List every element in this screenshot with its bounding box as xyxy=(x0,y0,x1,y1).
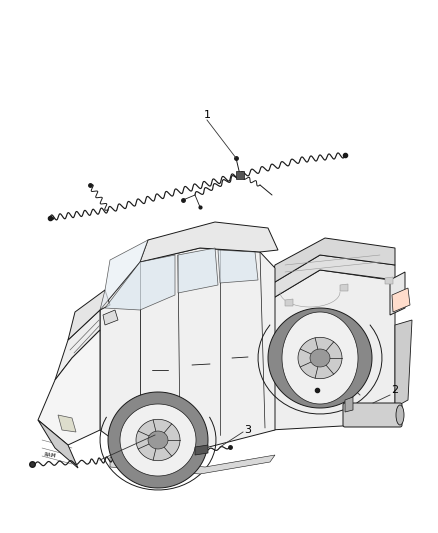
Polygon shape xyxy=(310,349,330,367)
Polygon shape xyxy=(178,248,218,293)
Polygon shape xyxy=(195,445,208,455)
Polygon shape xyxy=(268,308,372,408)
Polygon shape xyxy=(218,250,258,283)
Polygon shape xyxy=(236,171,244,179)
Polygon shape xyxy=(282,312,358,404)
Text: 1: 1 xyxy=(204,110,211,120)
Text: 2: 2 xyxy=(392,385,399,395)
Polygon shape xyxy=(38,420,78,468)
Polygon shape xyxy=(110,455,275,474)
Polygon shape xyxy=(55,310,100,380)
Polygon shape xyxy=(390,320,412,410)
Ellipse shape xyxy=(396,405,404,425)
Polygon shape xyxy=(136,419,180,461)
Text: 3: 3 xyxy=(244,425,251,435)
Polygon shape xyxy=(68,290,110,340)
Polygon shape xyxy=(392,288,410,312)
Polygon shape xyxy=(340,284,348,291)
Polygon shape xyxy=(140,222,278,262)
Polygon shape xyxy=(285,299,293,306)
Polygon shape xyxy=(58,415,76,432)
Polygon shape xyxy=(390,272,405,315)
Polygon shape xyxy=(103,310,118,325)
Polygon shape xyxy=(105,255,175,310)
Polygon shape xyxy=(298,337,342,378)
Polygon shape xyxy=(270,255,395,300)
Polygon shape xyxy=(100,240,148,310)
Polygon shape xyxy=(270,270,395,430)
Polygon shape xyxy=(38,330,100,445)
Text: RAM: RAM xyxy=(43,451,57,458)
Polygon shape xyxy=(108,392,208,488)
Polygon shape xyxy=(270,238,395,285)
Polygon shape xyxy=(148,431,168,449)
FancyBboxPatch shape xyxy=(343,403,402,427)
Polygon shape xyxy=(385,277,393,284)
Polygon shape xyxy=(120,404,196,476)
Polygon shape xyxy=(345,397,353,412)
Polygon shape xyxy=(100,248,275,452)
